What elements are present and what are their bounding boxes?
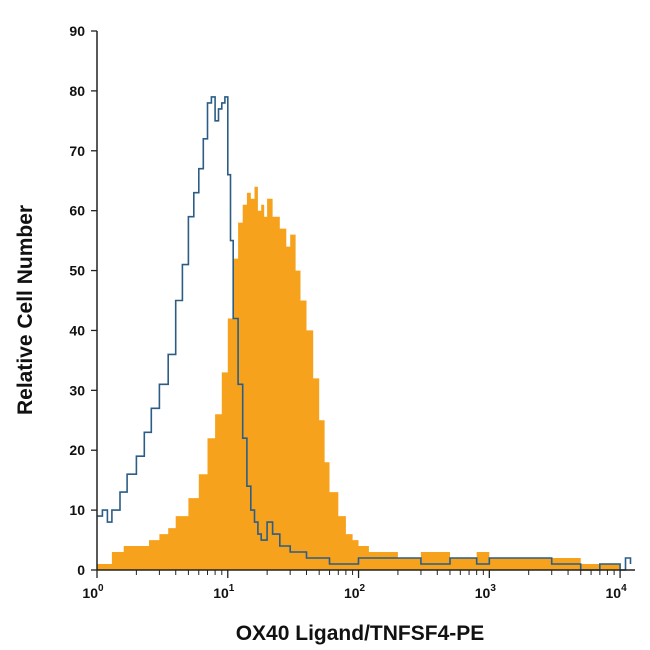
y-tick-label: 90 [69,23,85,39]
x-tick-label: 104 [606,583,628,601]
y-tick-label: 10 [69,502,85,518]
y-axis-title: Relative Cell Number [14,205,37,415]
plot-series [97,96,632,571]
x-tick-label: 103 [475,583,497,601]
series-outline-line [97,96,632,571]
y-tick-label: 70 [69,143,85,159]
y-tick-label: 60 [69,203,85,219]
tick-labels: 0 10 20 30 40 50 60 70 80 90 100 101 102 103 104 [69,23,627,601]
tick-marks [91,30,621,578]
y-tick-label: 20 [69,442,85,458]
x-tick-label: 100 [82,583,104,601]
y-tick-label: 0 [77,562,85,578]
x-tick-label: 101 [213,583,235,601]
x-axis-title: OX40 Ligand/TNFSF4-PE [236,622,485,645]
y-tick-label: 30 [69,382,85,398]
y-tick-label: 50 [69,263,85,279]
axes [96,31,635,571]
y-tick-label: 40 [69,322,85,338]
x-tick-label: 102 [344,583,366,601]
y-tick-label: 80 [69,83,85,99]
series-filled-area [97,186,621,570]
